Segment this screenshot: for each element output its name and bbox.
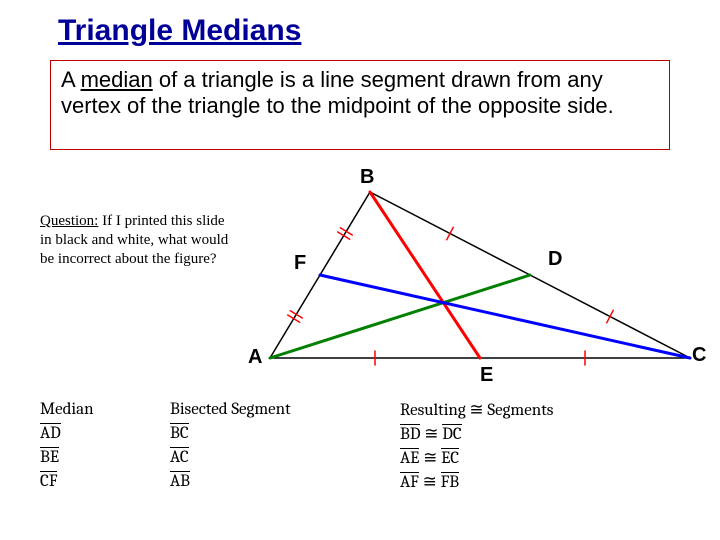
definition-prefix: A (61, 67, 81, 92)
vertex-label-A: A (248, 346, 262, 369)
table-cell-median: BE (40, 448, 170, 468)
vertex-label-F: F (294, 252, 306, 275)
table-cell-congruent: BD ≅ DC (400, 424, 680, 444)
table-header: Resulting ≅ Segments (400, 400, 680, 420)
definition-box: A median of a triangle is a line segment… (50, 60, 670, 150)
triangle-diagram (250, 178, 700, 378)
vertex-label-B: B (360, 166, 374, 189)
table-cell-congruent: AF ≅ FB (400, 472, 680, 492)
definition-keyword: median (81, 67, 153, 92)
vertex-label-E: E (480, 364, 493, 387)
question-text: Question: If I printed this slide in bla… (40, 212, 235, 268)
vertex-label-C: C (692, 344, 706, 367)
question-label: Question: (40, 213, 98, 229)
table-cell-bisected: AB (170, 472, 400, 492)
table-header: Bisected Segment (170, 400, 400, 420)
vertex-label-D: D (548, 248, 562, 271)
page-title: Triangle Medians (58, 14, 301, 48)
medians-table: MedianBisected SegmentResulting ≅ Segmen… (40, 400, 680, 492)
table-cell-bisected: BC (170, 424, 400, 444)
table-cell-bisected: AC (170, 448, 400, 468)
table-cell-median: AD (40, 424, 170, 444)
table-header: Median (40, 400, 170, 420)
table-cell-congruent: AE ≅ EC (400, 448, 680, 468)
table-cell-median: CF (40, 472, 170, 492)
